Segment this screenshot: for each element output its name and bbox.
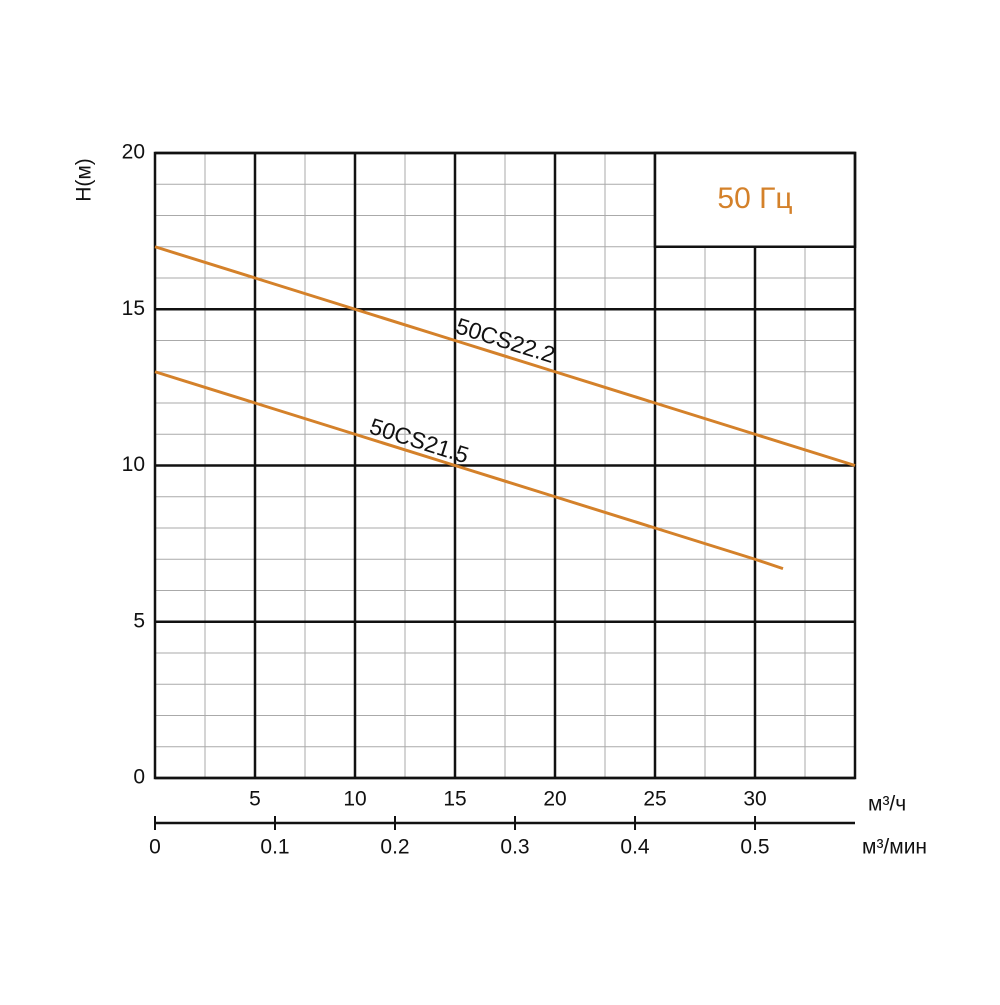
y-axis-label: H(м) xyxy=(73,158,96,202)
x-tick-label: 5 xyxy=(249,788,261,811)
x2-tick-label: 0.1 xyxy=(260,836,289,859)
x-tick-label: 30 xyxy=(743,788,766,811)
y-tick-label: 15 xyxy=(122,297,145,320)
series-line xyxy=(154,370,784,571)
y-tick-label: 20 xyxy=(122,141,145,164)
y-tick-label: 0 xyxy=(133,766,145,789)
series-label: 50CS22.2 xyxy=(453,313,558,368)
x-tick-label: 25 xyxy=(643,788,666,811)
x2-tick-label: 0.2 xyxy=(380,836,409,859)
x-tick-label: 10 xyxy=(343,788,366,811)
annotation: 50 Гц xyxy=(717,182,792,215)
x-tick-label: 15 xyxy=(443,788,466,811)
x2-tick-label: 0.4 xyxy=(620,836,650,859)
x2-tick-label: 0.5 xyxy=(740,836,769,859)
x-axis-label: м³/ч xyxy=(868,793,906,816)
y-tick-label: 10 xyxy=(122,453,145,476)
x2-axis-label: м³/мин xyxy=(862,836,927,859)
y-tick-label: 5 xyxy=(133,609,145,632)
x2-tick-label: 0 xyxy=(149,836,161,859)
series-line xyxy=(154,245,856,467)
x-tick-label: 20 xyxy=(543,788,566,811)
x2-tick-label: 0.3 xyxy=(500,836,529,859)
